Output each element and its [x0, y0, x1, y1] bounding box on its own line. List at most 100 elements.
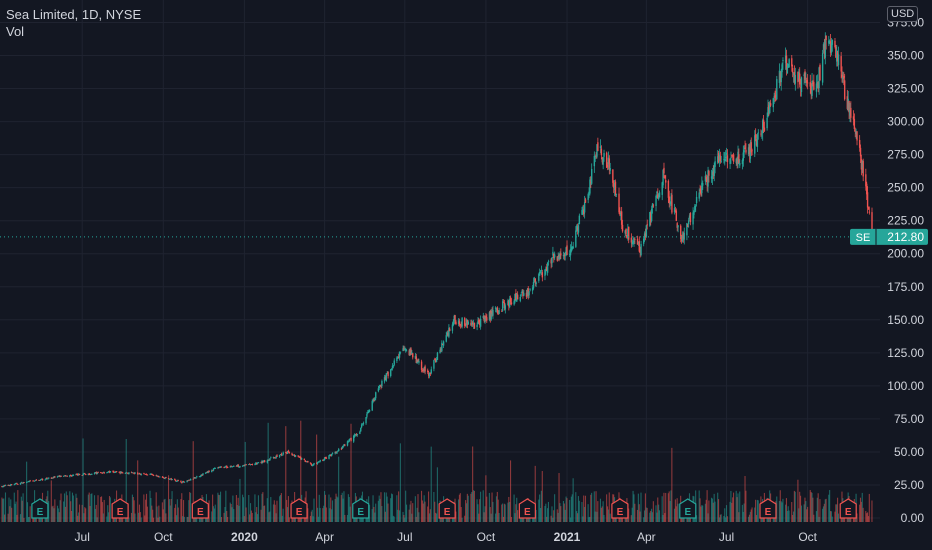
earnings-marker-icon[interactable]: E	[839, 498, 857, 519]
candle-body	[53, 476, 55, 478]
candle-body	[700, 188, 702, 196]
candle-body	[25, 481, 28, 483]
volume-bar	[101, 502, 103, 522]
candle-body	[811, 80, 813, 96]
candle-body	[48, 477, 50, 479]
candle-body	[544, 269, 546, 276]
volume-bar	[785, 498, 787, 522]
candle-body	[618, 193, 620, 213]
volume-bar	[457, 499, 460, 522]
candle-body	[794, 74, 797, 84]
volume-bar	[822, 506, 825, 522]
candle-body	[196, 476, 198, 478]
earnings-marker-icon[interactable]: E	[679, 498, 697, 519]
candle-body	[124, 473, 127, 474]
candle-body	[377, 388, 380, 392]
volume-bar	[134, 513, 136, 522]
candle-body	[35, 479, 38, 481]
candle-body	[198, 476, 201, 478]
earnings-marker-icon[interactable]: E	[438, 498, 456, 519]
candle-body	[755, 139, 758, 146]
volume-bar	[538, 499, 540, 522]
candle-body	[516, 294, 518, 302]
candle-body	[244, 464, 246, 466]
earnings-marker-icon[interactable]: E	[290, 498, 308, 519]
volume-bar	[66, 495, 68, 522]
candle-body	[514, 293, 516, 302]
x-axis-tick-label: Oct	[477, 530, 496, 544]
volume-bar	[458, 494, 460, 522]
candle-body	[718, 154, 721, 162]
volume-bar	[547, 508, 549, 522]
volume-bar	[677, 503, 679, 522]
volume-bar	[587, 504, 589, 522]
candle-body	[448, 327, 450, 337]
volume-bar	[23, 517, 25, 522]
candle-body	[454, 315, 456, 321]
candle-body	[360, 424, 363, 428]
candle-body	[384, 377, 387, 380]
volume-bar	[11, 507, 13, 522]
candle-body	[368, 409, 371, 412]
volume-bar	[399, 443, 401, 522]
earnings-marker-icon[interactable]: E	[31, 498, 49, 519]
candle-body	[447, 332, 449, 336]
volume-bar	[482, 490, 484, 522]
earnings-marker-icon[interactable]: E	[611, 498, 629, 519]
candle-body	[772, 98, 774, 108]
candle-body	[402, 348, 404, 351]
candle-body	[614, 181, 617, 195]
candle-body	[329, 454, 331, 456]
candle-body	[590, 181, 592, 183]
candle-body	[138, 473, 141, 475]
candle-body	[472, 322, 475, 326]
volume-bar	[230, 504, 232, 522]
candle-body	[269, 458, 271, 461]
candle-body	[824, 39, 826, 58]
currency-badge[interactable]: USD	[887, 6, 919, 22]
candle-body	[337, 451, 339, 452]
volume-label[interactable]: Vol	[6, 24, 25, 39]
earnings-marker-icon[interactable]: E	[111, 498, 129, 519]
earnings-marker-icon[interactable]: E	[191, 498, 209, 519]
candle-body	[646, 224, 648, 226]
candle-body	[344, 444, 346, 446]
earnings-marker-label: E	[617, 507, 624, 518]
y-axis-tick-label: 0.00	[901, 511, 925, 525]
volume-bar	[270, 497, 272, 522]
candle-body	[724, 159, 726, 162]
candle-body	[608, 158, 611, 170]
candle-body	[705, 177, 707, 179]
candle-body	[575, 230, 577, 247]
candle-body	[556, 256, 559, 261]
candle-body	[601, 157, 603, 163]
volume-bar	[563, 503, 565, 522]
volume-bar	[670, 490, 672, 522]
volume-bar	[501, 504, 503, 522]
candle-body	[671, 194, 673, 213]
volume-bar	[71, 492, 74, 522]
candle-body	[420, 361, 423, 370]
candle-body	[643, 238, 645, 244]
volume-bar	[830, 511, 832, 522]
candle-body	[657, 194, 659, 199]
candle-body	[274, 457, 276, 459]
earnings-marker-icon[interactable]: E	[759, 498, 777, 519]
volume-bar	[53, 508, 55, 522]
candle-body	[310, 463, 313, 466]
candle-body	[194, 477, 196, 479]
volume-bar	[819, 499, 821, 522]
candle-body	[731, 154, 733, 156]
earnings-marker-icon[interactable]: E	[518, 498, 536, 519]
candle-body	[325, 457, 328, 459]
volume-bar	[177, 507, 179, 522]
candle-body	[776, 79, 778, 100]
candle-body	[340, 448, 343, 450]
candle-body	[702, 183, 704, 186]
volume-bar	[82, 438, 84, 522]
earnings-marker-icon[interactable]: E	[352, 498, 370, 519]
candle-body	[613, 183, 616, 190]
candle-body	[445, 335, 447, 342]
symbol-title[interactable]: Sea Limited, 1D, NYSE	[6, 7, 142, 22]
